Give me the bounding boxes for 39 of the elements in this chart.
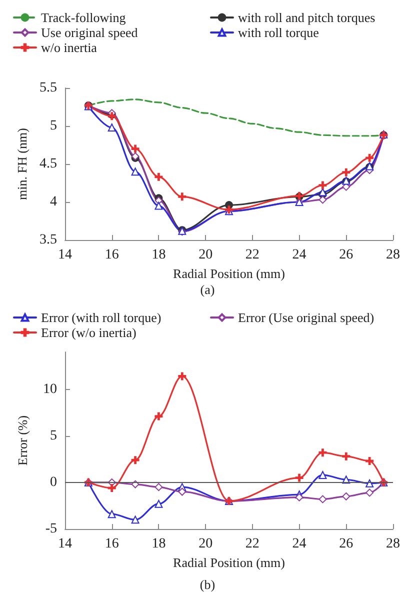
- x-tick-label: 22: [245, 536, 260, 552]
- y-tick-label: 4.5: [40, 156, 57, 172]
- legend-label: with roll and pitch torques: [238, 10, 376, 25]
- x-tick-label: 16: [104, 248, 119, 262]
- x-tick-label: 26: [339, 248, 354, 262]
- x-tick-label: 24: [292, 536, 306, 552]
- y-tick-label: 5: [50, 428, 57, 444]
- x-axis-title: Radial Position (mm): [173, 554, 285, 570]
- y-tick-label: 5.5: [40, 80, 57, 96]
- legend-label: Error (w/o inertia): [41, 325, 136, 340]
- x-tick-label: 18: [152, 248, 166, 262]
- y-tick-label: 0: [50, 474, 57, 490]
- x-tick-label: 18: [152, 536, 166, 552]
- y-tick-label: -5: [45, 522, 57, 536]
- x-tick-label: 28: [386, 536, 400, 552]
- y-tick-label: 3.5: [40, 232, 57, 248]
- x-tick-label: 20: [198, 248, 213, 262]
- legend-label: Error (Use original speed): [238, 310, 374, 325]
- x-tick-label: 26: [339, 536, 354, 552]
- x-axis-title: Radial Position (mm): [173, 266, 285, 281]
- y-tick-label: 10: [43, 382, 57, 397]
- legend-label: w/o inertia: [41, 40, 98, 55]
- x-tick-label: 22: [245, 248, 260, 262]
- y-axis-title: Error (%): [15, 415, 30, 466]
- text: (b): [200, 577, 216, 592]
- legend-label: Use original speed: [41, 25, 138, 40]
- x-tick-label: 20: [198, 536, 213, 552]
- x-tick-label: 14: [58, 536, 72, 552]
- legend-label: Track-following: [41, 10, 126, 25]
- y-tick-label: 4: [50, 194, 57, 210]
- legend-label: Error (with roll torque): [41, 310, 162, 325]
- legend-label: with roll torque: [238, 25, 320, 40]
- y-axis-title: min. FH (nm): [14, 128, 30, 200]
- y-tick-label: 5: [50, 118, 57, 134]
- x-tick-label: 14: [58, 248, 72, 262]
- x-tick-label: 28: [386, 248, 400, 262]
- text: (a): [200, 282, 215, 297]
- x-tick-label: 16: [104, 536, 119, 552]
- x-tick-label: 24: [292, 248, 306, 262]
